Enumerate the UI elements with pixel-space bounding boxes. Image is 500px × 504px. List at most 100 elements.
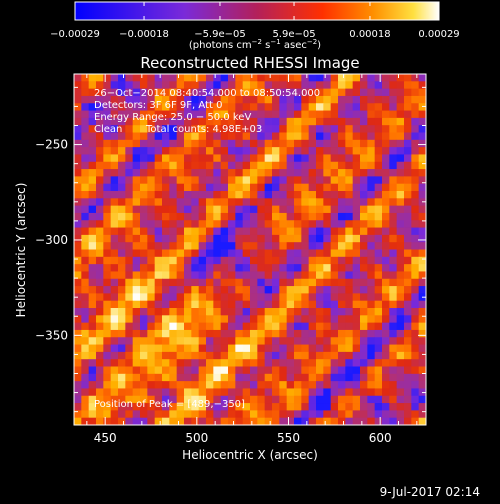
heatmap-cell [360, 132, 368, 141]
heatmap-cell [147, 256, 156, 265]
heatmap-cell [118, 81, 126, 90]
heatmap-cell [206, 329, 214, 338]
heatmap-cell [308, 220, 317, 228]
heatmap-cell [272, 249, 280, 258]
heatmap-cell [213, 264, 222, 272]
heatmap-cell [367, 395, 376, 404]
heatmap-cell [396, 417, 405, 426]
heatmap-cell [286, 154, 295, 163]
heatmap-cell [140, 410, 148, 419]
heatmap-cell [250, 234, 258, 243]
heatmap-cell [316, 125, 324, 133]
heatmap-cell [220, 125, 229, 133]
heatmap-cell [88, 117, 97, 126]
heatmap-cell [264, 220, 273, 228]
heatmap-cell [74, 344, 82, 353]
heatmap-cell [389, 242, 398, 250]
heatmap-cell [206, 410, 214, 419]
heatmap-cell [389, 132, 398, 141]
heatmap-cell [352, 88, 361, 97]
heatmap-cell [352, 220, 361, 228]
heatmap-cell [396, 161, 405, 170]
heatmap-cell [162, 256, 170, 265]
heatmap-cell [140, 373, 148, 382]
heatmap-cell [323, 191, 332, 199]
heatmap-cell [316, 242, 324, 250]
heatmap-cell [118, 132, 126, 141]
heatmap-cell [110, 117, 119, 126]
heatmap-cell [286, 191, 295, 199]
heatmap-cell [242, 88, 251, 97]
heatmap-cell [264, 74, 273, 82]
heatmap-cell [162, 344, 170, 353]
heatmap-cell [338, 293, 346, 302]
heatmap-cell [418, 95, 427, 104]
heatmap-cell [118, 293, 126, 302]
heatmap-cell [308, 315, 317, 324]
heatmap-cell [206, 344, 214, 353]
heatmap-cell [162, 286, 170, 294]
heatmap-cell [330, 359, 339, 367]
heatmap-cell [198, 161, 207, 170]
heatmap-cell [242, 329, 251, 338]
heatmap-cell [345, 329, 354, 338]
heatmap-cell [323, 344, 332, 353]
heatmap-cell [360, 191, 368, 199]
heatmap-cell [411, 359, 420, 367]
heatmap-cell [213, 322, 222, 331]
heatmap-cell [264, 315, 273, 324]
heatmap-cell [360, 169, 368, 177]
heatmap-cell [132, 220, 141, 228]
heatmap-cell [404, 95, 412, 104]
heatmap-cell [176, 74, 185, 82]
heatmap-cell [360, 337, 368, 345]
heatmap-cell [88, 154, 97, 163]
heatmap-cell [132, 95, 141, 104]
heatmap-cell [74, 322, 82, 331]
heatmap-cell [162, 139, 170, 148]
heatmap-cell [411, 395, 420, 404]
heatmap-cell [345, 337, 354, 345]
heatmap-cell [125, 388, 134, 397]
heatmap-cell [213, 147, 222, 155]
heatmap-cell [389, 388, 398, 397]
heatmap-cell [382, 110, 390, 119]
heatmap-cell [213, 359, 222, 367]
heatmap-cell [352, 242, 361, 250]
heatmap-cell [338, 220, 346, 228]
heatmap-cell [169, 191, 178, 199]
heatmap-cell [184, 351, 192, 360]
heatmap-cell [382, 176, 390, 185]
heatmap-cell [418, 103, 427, 111]
heatmap-cell [81, 337, 90, 345]
heatmap-cell [367, 322, 376, 331]
heatmap-cell [338, 154, 346, 163]
heatmap-cell [110, 81, 119, 90]
heatmap-cell [125, 256, 134, 265]
heatmap-cell [184, 264, 192, 272]
heatmap-cell [162, 161, 170, 170]
heatmap-cell [279, 300, 288, 309]
heatmap-cell [389, 329, 398, 338]
heatmap-cell [81, 403, 90, 411]
heatmap-cell [81, 329, 90, 338]
heatmap-cell [176, 169, 185, 177]
heatmap-cell [81, 169, 90, 177]
heatmap-cell [169, 183, 178, 192]
heatmap-cell [250, 132, 258, 141]
heatmap-cell [374, 417, 383, 426]
heatmap-cell [360, 403, 368, 411]
heatmap-cell [367, 227, 376, 236]
heatmap-cell [257, 359, 266, 367]
heatmap-cell [360, 205, 368, 214]
heatmap-cell [125, 366, 134, 375]
heatmap-cell [206, 271, 214, 280]
heatmap-cell [81, 81, 90, 90]
heatmap-cell [382, 315, 390, 324]
heatmap-cell [411, 344, 420, 353]
colorbar-tick-label: 5.9e−05 [272, 29, 315, 40]
heatmap-cell [118, 147, 126, 155]
heatmap-cell [235, 198, 244, 207]
heatmap-cell [396, 264, 405, 272]
